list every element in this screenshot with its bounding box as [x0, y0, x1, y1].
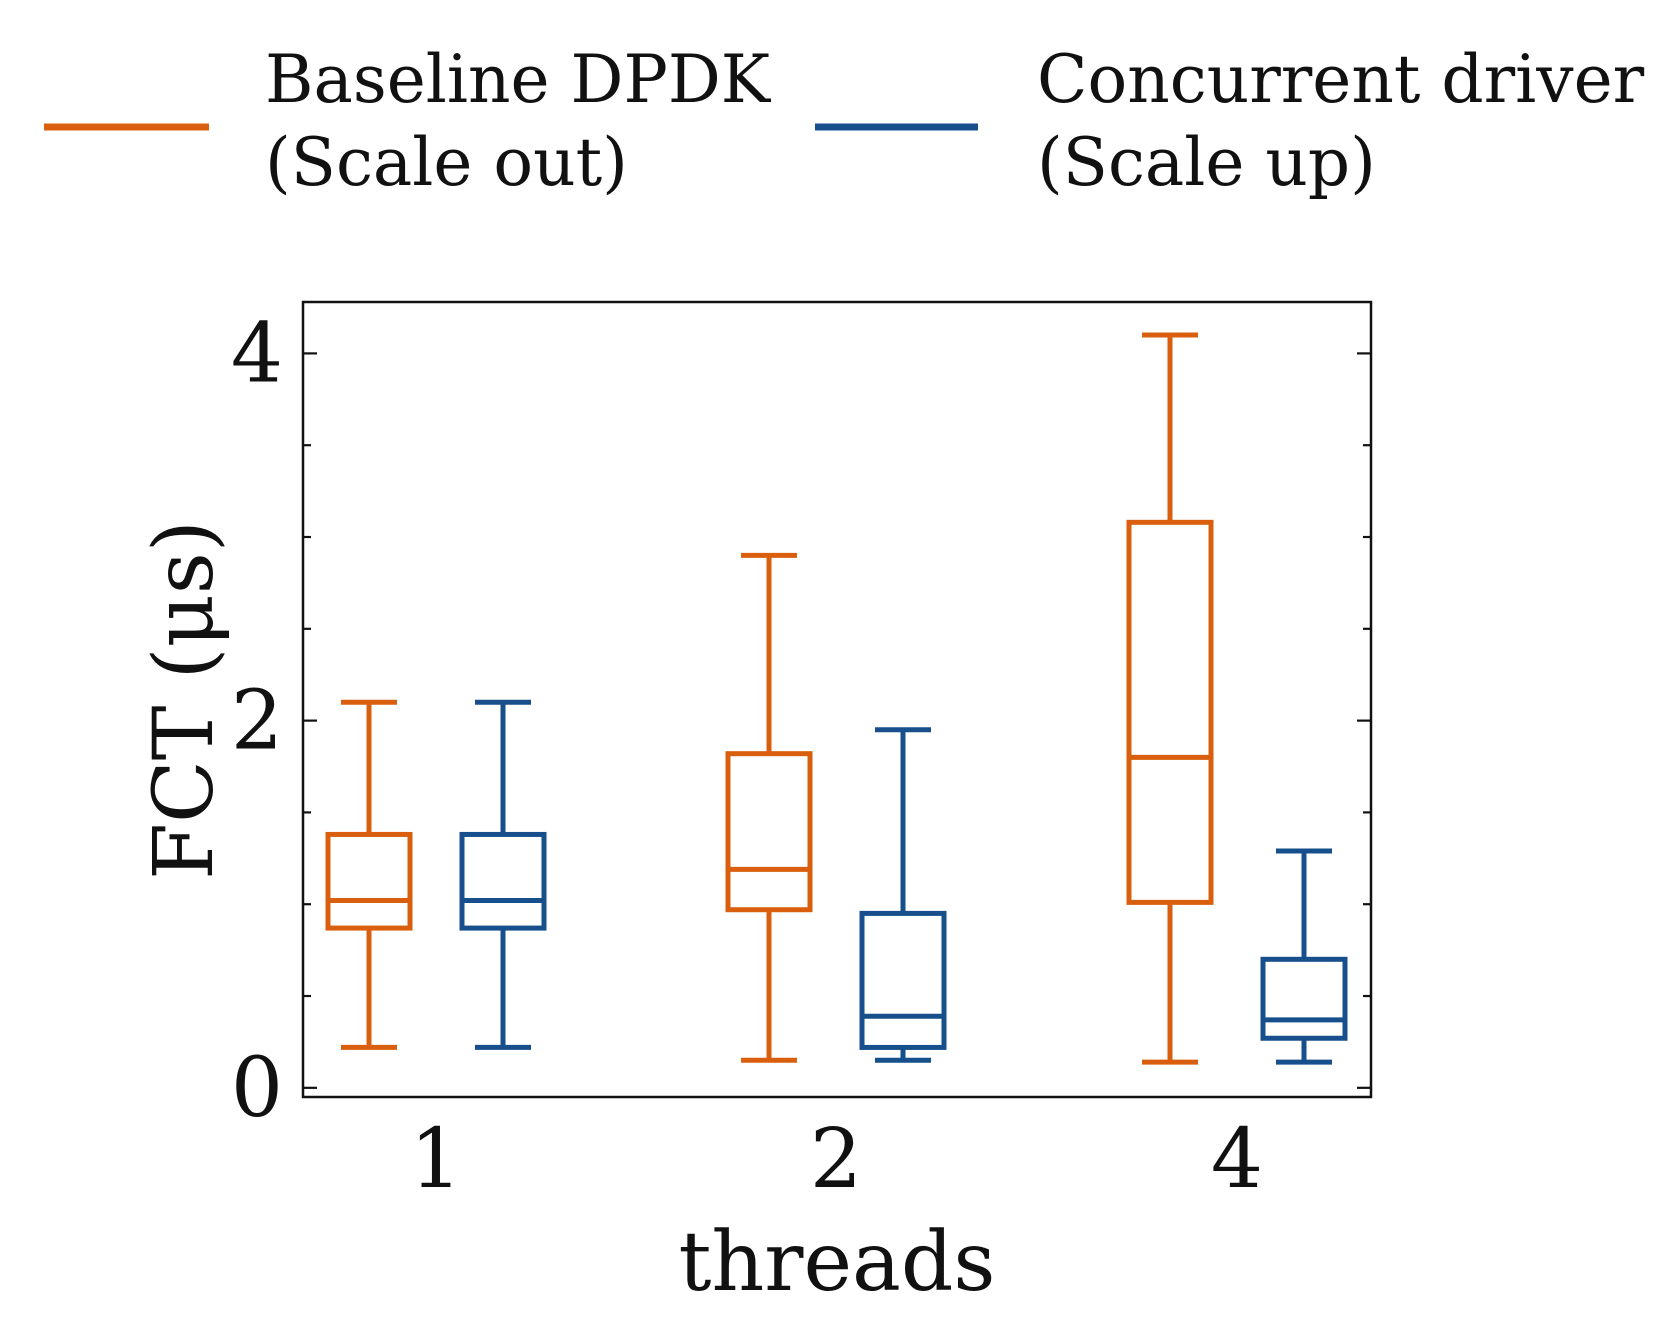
box-concurrent-2	[859, 727, 947, 1063]
y-axis-label: FCT (μs)	[137, 520, 232, 880]
box-baseline-1	[325, 699, 413, 1050]
box-iqr	[725, 751, 813, 913]
box-iqr	[325, 831, 413, 931]
box-iqr	[459, 831, 547, 931]
legend-label-concurrent-line2: (Scale up)	[1037, 124, 1376, 201]
legend-label-concurrent-line1: Concurrent driver	[1037, 41, 1645, 118]
x-tick-label: 1	[410, 1112, 462, 1207]
box-concurrent-4	[1260, 848, 1348, 1065]
plot-frame	[301, 300, 1373, 1099]
x-axis-label: threads	[679, 1215, 996, 1310]
x-tick-label: 2	[810, 1112, 862, 1207]
box-iqr	[859, 910, 947, 1050]
y-tick-label: 2	[231, 674, 283, 769]
y-axis: 0 2 4	[231, 306, 1371, 1136]
legend-label-baseline-line1: Baseline DPDK	[265, 41, 772, 118]
y-tick-label: 4	[231, 306, 283, 401]
box-iqr	[1126, 519, 1214, 905]
x-tick-label: 4	[1211, 1112, 1263, 1207]
box-series	[325, 332, 1348, 1065]
box-iqr	[1260, 956, 1348, 1041]
legend-label-baseline-line2: (Scale out)	[265, 124, 628, 201]
box-baseline-2	[725, 552, 813, 1063]
box-concurrent-1	[459, 699, 547, 1050]
legend: Baseline DPDK (Scale out) Concurrent dri…	[44, 41, 1645, 201]
box-baseline-4	[1126, 332, 1214, 1065]
x-axis: 1 2 4	[410, 1112, 1263, 1207]
y-tick-label: 0	[231, 1041, 283, 1136]
